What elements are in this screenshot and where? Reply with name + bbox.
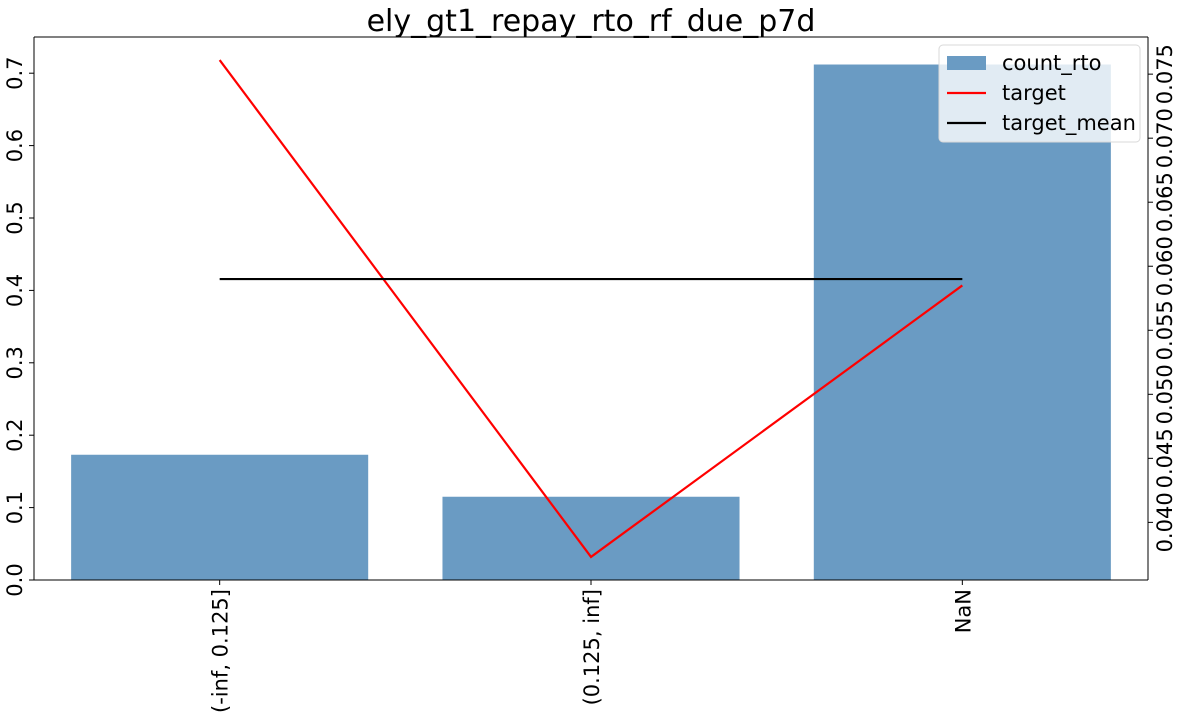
legend-box	[938, 44, 1141, 143]
right-tick-label: 0.055	[1153, 300, 1177, 360]
right-tick-label: 0.065	[1153, 172, 1177, 232]
left-tick-label: 0.0	[3, 563, 27, 596]
left-tick-label: 0.6	[3, 129, 27, 162]
left-tick-label: 0.5	[3, 201, 27, 234]
legend-label-target_mean: target_mean	[1002, 111, 1136, 136]
right-tick-label: 0.060	[1153, 236, 1177, 296]
x-tick-label: (0.125, inf]	[580, 589, 604, 705]
right-tick-label: 0.050	[1153, 364, 1177, 424]
x-tick-label: NaN	[951, 589, 975, 633]
right-tick-label: 0.070	[1153, 108, 1177, 168]
legend-label-count_rto: count_rto	[1002, 51, 1101, 76]
bar-count_rto-1	[442, 496, 740, 580]
left-tick-label: 0.3	[3, 346, 27, 379]
left-tick-label: 0.1	[3, 491, 27, 524]
legend-label-target: target	[1002, 81, 1066, 105]
bar-count_rto-0	[71, 454, 369, 580]
chart-title: ely_gt1_repay_rto_rf_due_p7d	[367, 4, 816, 39]
right-tick-label: 0.040	[1153, 492, 1177, 552]
right-tick-label: 0.075	[1153, 44, 1177, 104]
x-tick-label: (-inf, 0.125]	[209, 589, 233, 713]
bar-count_rto-2	[813, 64, 1111, 580]
left-tick-label: 0.2	[3, 418, 27, 451]
right-tick-label: 0.045	[1153, 428, 1177, 488]
legend-swatch-count_rto	[947, 56, 986, 70]
line-target	[218, 59, 963, 559]
left-tick-label: 0.4	[3, 274, 27, 307]
left-tick-label: 0.7	[3, 56, 27, 89]
